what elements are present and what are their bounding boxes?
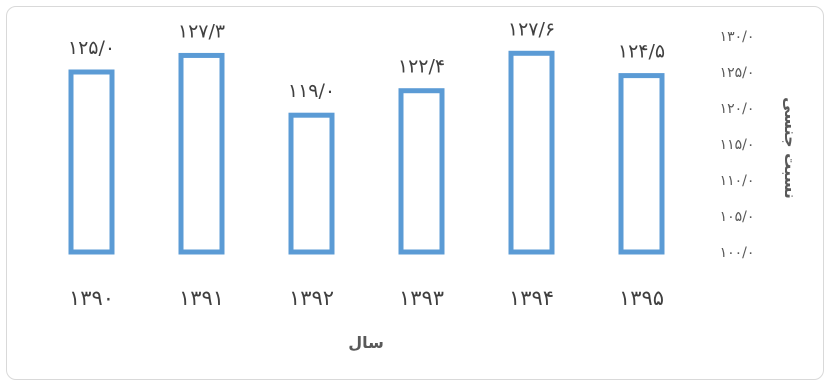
y-tick-1: ۱۰۰/۰ — [720, 245, 755, 261]
data-labels-group: ۱۲۵/۰ ۱۲۷/۳ ۱۱۹/۰ ۱۲۲/۴ ۱۲۷/۶ ۱۲۴/۵ — [68, 18, 665, 102]
bar-2 — [178, 52, 225, 255]
bar-4 — [398, 88, 445, 255]
x-tick-1: ۱۳۹۰ — [69, 286, 114, 310]
x-tick-5: ۱۳۹۴ — [509, 286, 554, 310]
y-ticks-group: ۱۰۰/۰ ۱۰۵/۰ ۱۱۰/۰ ۱۱۵/۰ ۱۲۰/۰ ۱۲۵/۰ ۱۳۰/۰ — [720, 29, 755, 261]
y-tick-6: ۱۲۵/۰ — [720, 65, 755, 81]
bar-1 — [68, 69, 115, 255]
y-tick-7: ۱۳۰/۰ — [720, 29, 755, 45]
bars-group — [68, 50, 665, 255]
bar-5 — [508, 50, 555, 255]
y-tick-2: ۱۰۵/۰ — [720, 209, 755, 225]
y-axis-label: نسبت جنسی — [781, 97, 800, 199]
data-label-4: ۱۲۲/۴ — [398, 56, 445, 78]
bar-6 — [618, 73, 665, 255]
x-tick-6: ۱۳۹۵ — [619, 286, 664, 310]
x-tick-2: ۱۳۹۱ — [179, 286, 224, 310]
x-tick-4: ۱۳۹۳ — [399, 286, 444, 310]
data-label-5: ۱۲۷/۶ — [508, 18, 555, 40]
x-tick-3: ۱۳۹۲ — [289, 286, 334, 310]
data-label-1: ۱۲۵/۰ — [68, 37, 115, 59]
data-label-2: ۱۲۷/۳ — [178, 20, 225, 42]
data-label-3: ۱۱۹/۰ — [288, 80, 335, 102]
bar-3 — [288, 112, 335, 255]
y-tick-4: ۱۱۵/۰ — [720, 137, 755, 153]
y-tick-3: ۱۱۰/۰ — [720, 173, 755, 189]
y-tick-5: ۱۲۰/۰ — [720, 101, 755, 117]
x-ticks-group: ۱۳۹۰ ۱۳۹۱ ۱۳۹۲ ۱۳۹۳ ۱۳۹۴ ۱۳۹۵ — [69, 286, 664, 310]
data-label-6: ۱۲۴/۵ — [618, 41, 665, 63]
x-axis-label: سال — [348, 333, 384, 352]
